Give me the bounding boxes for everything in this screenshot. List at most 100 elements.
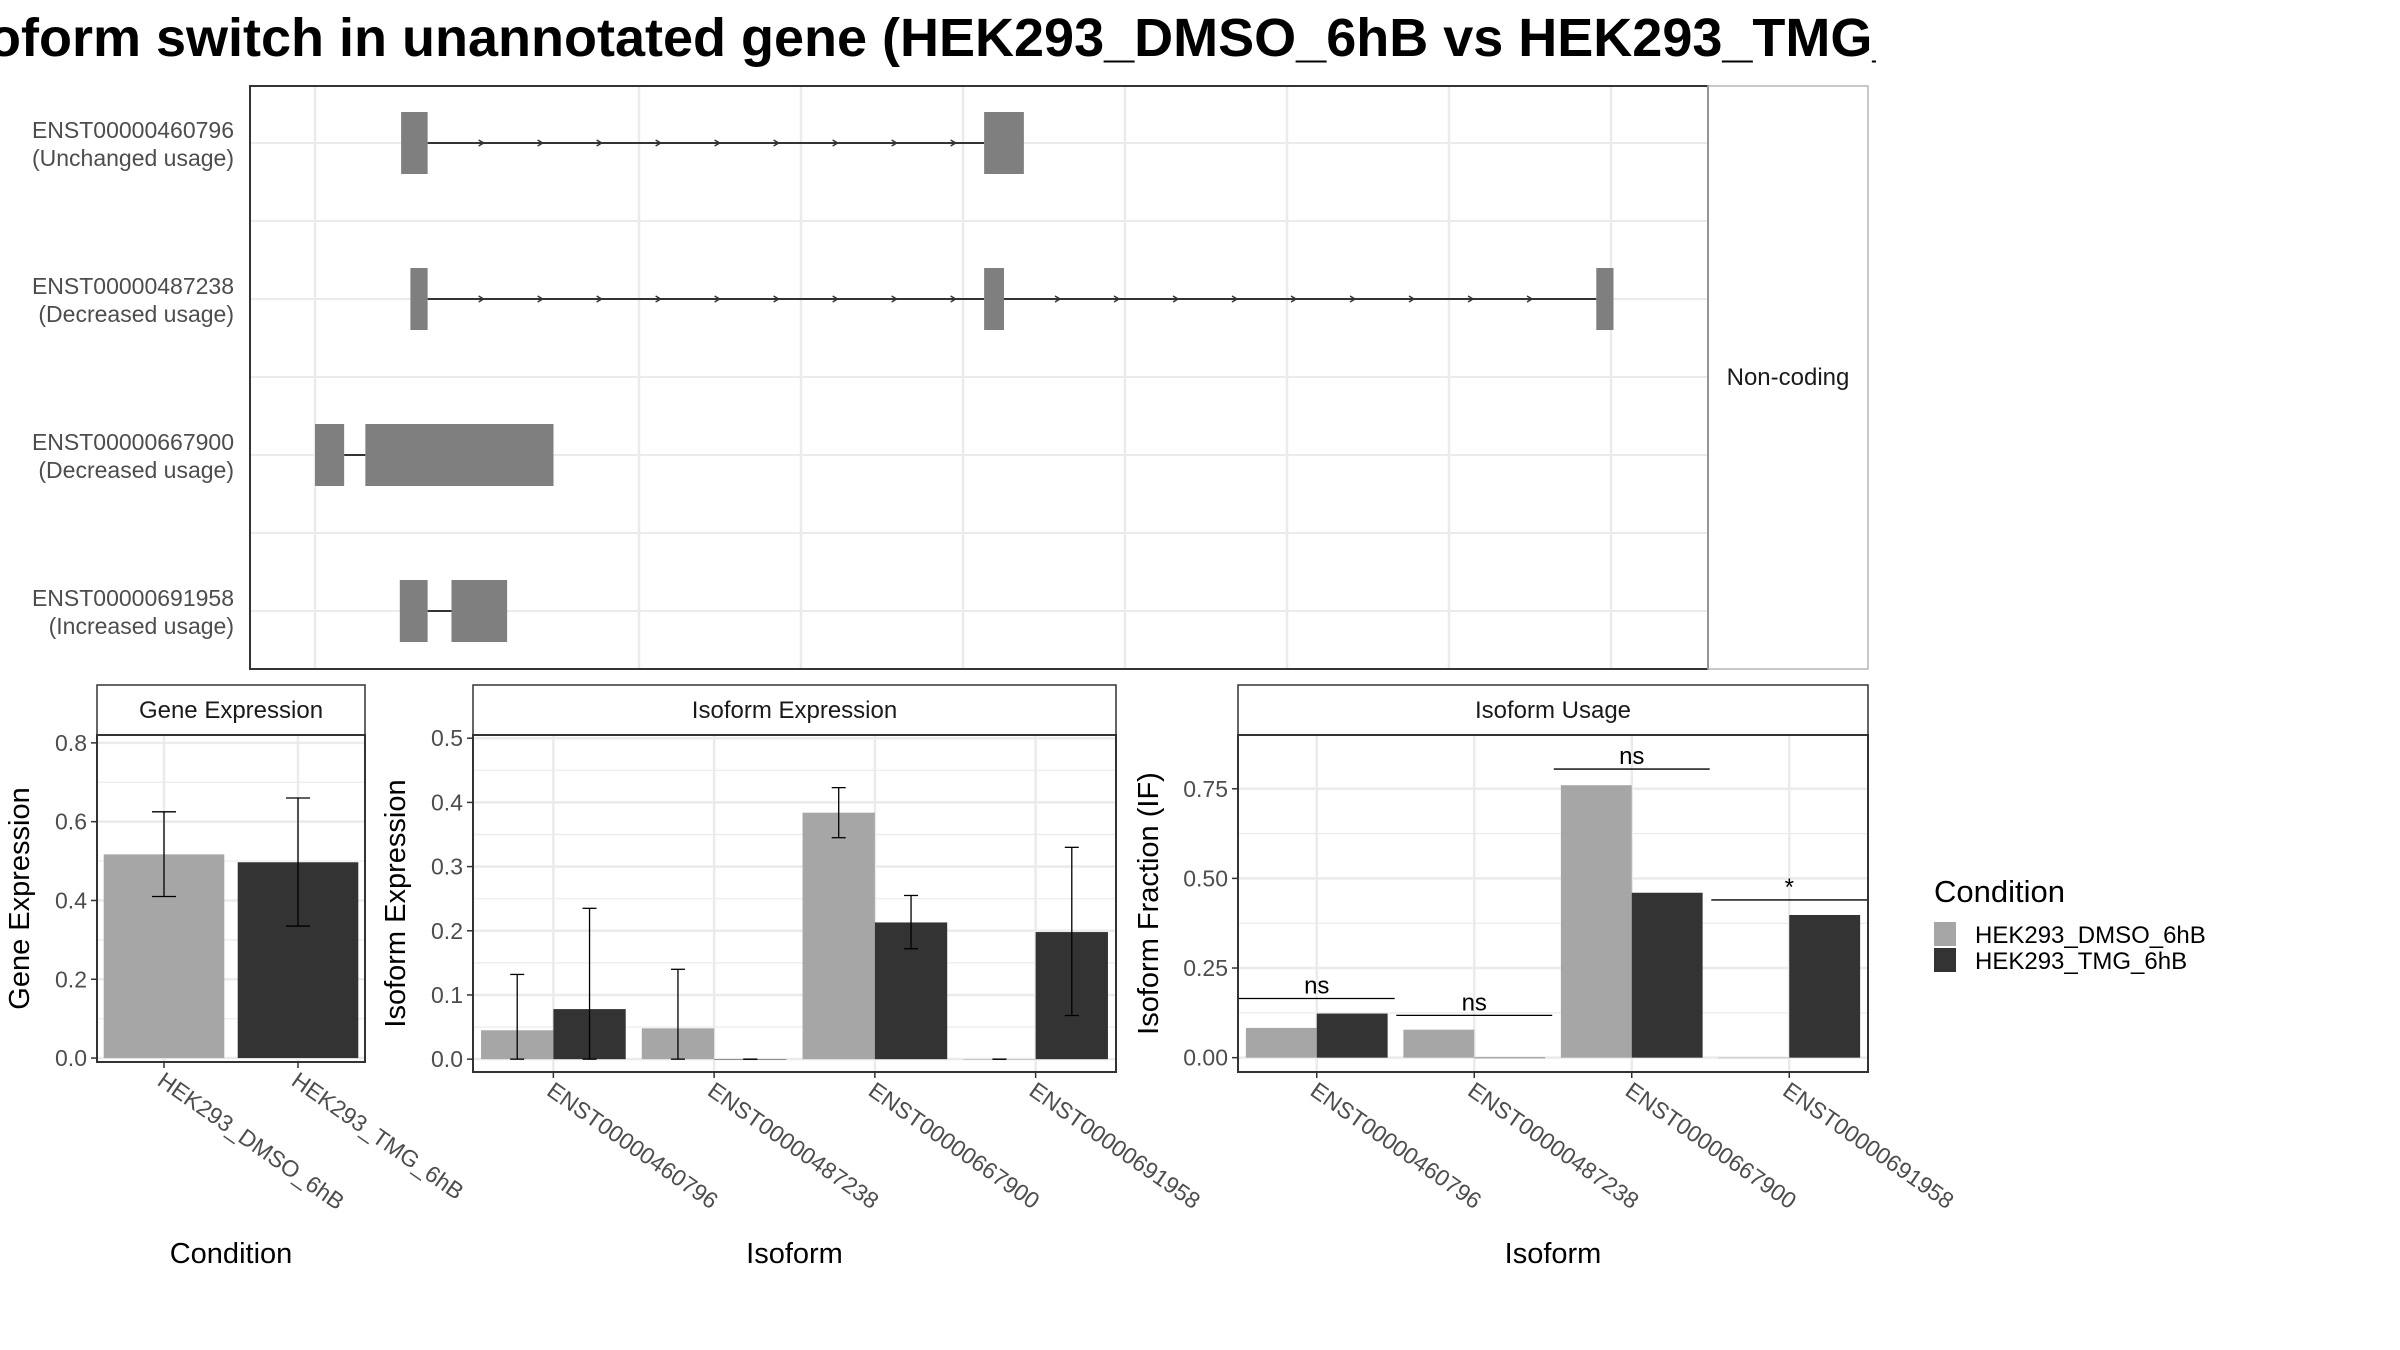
intron-direction-arrow — [478, 295, 486, 303]
transcript-id-label: ENST00000487238 — [32, 273, 234, 299]
exon-block — [410, 268, 428, 330]
x-tick-label: ENST00000460796 — [1306, 1077, 1486, 1214]
intron-direction-arrow — [655, 139, 663, 147]
transcript-structure-panel: ENST00000460796(Unchanged usage) ENST0000… — [32, 85, 1869, 670]
y-tick-label: 0.75 — [1183, 776, 1228, 802]
y-tick-label: 0.2 — [55, 966, 87, 992]
exon-block — [984, 268, 1004, 330]
transcript-usage-label: (Unchanged usage) — [32, 145, 234, 171]
intron-direction-arrow — [596, 295, 604, 303]
y-axis-title: Isoform Expression — [380, 779, 412, 1027]
intron-direction-arrow — [1113, 295, 1121, 303]
structure-facet-box — [1707, 85, 1869, 670]
x-tick-label: ENST00000487238 — [703, 1077, 883, 1214]
panel-strip-label: Isoform Expression — [692, 697, 897, 724]
y-tick-label: 0.5 — [431, 725, 463, 751]
legend-swatch — [1934, 948, 1956, 972]
intron-direction-arrow — [1290, 295, 1298, 303]
panel-strip — [472, 684, 1117, 736]
intron-direction-arrow — [596, 139, 604, 147]
x-tick-label: ENST00000487238 — [1463, 1077, 1643, 1214]
exon-block — [984, 112, 1024, 174]
x-tick-label: ENST00000667900 — [864, 1077, 1044, 1214]
bar — [1474, 1057, 1546, 1059]
transcript-usage-label: (Decreased usage) — [38, 457, 234, 483]
exon-block — [399, 580, 428, 642]
exon-block — [365, 424, 554, 486]
x-tick-label: ENST00000691958 — [1778, 1077, 1958, 1214]
intron-direction-arrow — [891, 139, 899, 147]
significance-label: ns — [1462, 989, 1487, 1016]
title-clip-mask — [1876, 0, 2400, 78]
bar — [1403, 1029, 1475, 1058]
legend-label: HEK293_DMSO_6hB — [1975, 922, 2206, 949]
intron-direction-arrow — [773, 295, 781, 303]
intron-direction-arrow — [1172, 295, 1180, 303]
exon-block — [1596, 268, 1614, 330]
bar — [1631, 892, 1703, 1058]
y-tick-label: 0.00 — [1183, 1045, 1228, 1071]
intron-direction-arrow — [714, 139, 722, 147]
bar — [1789, 914, 1861, 1058]
significance-label: ns — [1619, 743, 1644, 770]
intron-direction-arrow — [1054, 295, 1062, 303]
y-tick-label: 0.50 — [1183, 865, 1228, 891]
x-axis-title: Condition — [170, 1238, 293, 1270]
y-tick-label: 0.1 — [431, 982, 463, 1008]
x-tick-label: ENST00000460796 — [543, 1077, 723, 1214]
y-tick-label: 0.4 — [55, 887, 87, 913]
transcript-usage-label: (Decreased usage) — [38, 301, 234, 327]
exon-block — [451, 580, 508, 642]
intron-direction-arrow — [1231, 295, 1239, 303]
x-tick-label: ENST00000691958 — [1025, 1077, 1205, 1214]
intron-direction-arrow — [655, 295, 663, 303]
y-axis-title: Gene Expression — [4, 787, 36, 1009]
panel-border — [472, 734, 1117, 1073]
x-axis-title: Isoform — [1505, 1238, 1602, 1270]
legend-swatch — [1934, 922, 1956, 946]
isoform-expression-panel: Isoform Expression 0.0 0.1 0.2 0.3 0.4 0.5 ENST… — [380, 684, 1205, 1270]
panel-border — [96, 734, 366, 1063]
y-tick-label: 0.25 — [1183, 955, 1228, 981]
legend-label: HEK293_TMG_6hB — [1975, 948, 2187, 975]
y-tick-label: 0.6 — [55, 809, 87, 835]
intron-direction-arrow — [537, 139, 545, 147]
significance-label: * — [1785, 874, 1794, 901]
transcript-usage-label: (Increased usage) — [49, 613, 234, 639]
intron-direction-arrow — [891, 295, 899, 303]
intron-direction-arrow — [950, 139, 958, 147]
intron-direction-arrow — [1526, 295, 1534, 303]
bar — [1560, 785, 1632, 1058]
exon-block — [401, 112, 428, 174]
intron-direction-arrow — [773, 139, 781, 147]
structure-facet-label: Non-coding — [1727, 364, 1850, 391]
intron-direction-arrow — [1467, 295, 1475, 303]
bar — [802, 812, 875, 1060]
y-tick-label: 0.0 — [55, 1045, 87, 1071]
panel-strip-label: Isoform Usage — [1475, 697, 1631, 724]
x-axis-title: Isoform — [746, 1238, 843, 1270]
intron-direction-arrow — [537, 295, 545, 303]
intron-direction-arrow — [1408, 295, 1416, 303]
bar — [1718, 1057, 1790, 1059]
significance-label: ns — [1304, 973, 1329, 1000]
transcript-id-label: ENST00000667900 — [32, 429, 234, 455]
intron-direction-arrow — [714, 295, 722, 303]
y-tick-label: 0.8 — [55, 730, 87, 756]
exon-block — [315, 424, 345, 486]
intron-direction-arrow — [478, 139, 486, 147]
y-axis-title: Isoform Fraction (IF) — [1133, 772, 1165, 1035]
y-tick-label: 0.3 — [431, 854, 463, 880]
panel-strip — [96, 684, 366, 736]
y-tick-label: 0.0 — [431, 1046, 463, 1072]
transcript-id-label: ENST00000691958 — [32, 585, 234, 611]
intron-direction-arrow — [832, 295, 840, 303]
x-tick-label: ENST00000667900 — [1621, 1077, 1801, 1214]
intron-direction-arrow — [832, 139, 840, 147]
isoform-usage-panel: Isoform Usage 0.00 0.25 0.50 0.75 ns ENST00000… — [1133, 684, 1959, 1270]
intron-direction-arrow — [1349, 295, 1357, 303]
y-tick-label: 0.4 — [431, 789, 463, 815]
panel-border — [1237, 734, 1869, 1073]
